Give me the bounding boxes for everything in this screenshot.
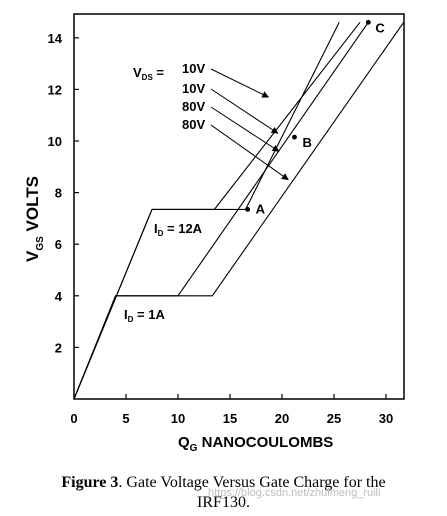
chart-series xyxy=(74,21,404,399)
point-b-marker xyxy=(292,134,297,140)
y-axis-title: VGS VOLTS xyxy=(23,176,46,262)
caption-text-line2: IRF130. xyxy=(197,494,250,511)
point-a-marker xyxy=(245,206,251,212)
vds-entry-2: 10V xyxy=(182,81,205,96)
y-tick-label: 4 xyxy=(55,289,63,304)
vds-entry-1: 10V xyxy=(182,61,205,76)
y-tick-label: 6 xyxy=(55,237,62,252)
id-12a-label: ID = 12A xyxy=(154,221,203,238)
x-tick-label: 25 xyxy=(327,411,341,426)
vds-legend-title: VDS = xyxy=(133,65,164,82)
vds-entry-4: 80V xyxy=(182,117,205,132)
point-b-label: B xyxy=(302,135,311,150)
point-c-marker xyxy=(365,19,371,25)
point-a-label: A xyxy=(256,201,266,216)
x-axis-title: QG NANOCOULOMBS xyxy=(178,434,333,454)
series-line-1 xyxy=(74,22,340,399)
y-tick-label: 10 xyxy=(48,134,62,149)
y-tick-label: 14 xyxy=(48,31,63,46)
series-line-4 xyxy=(74,21,404,399)
point-c-label: C xyxy=(375,20,385,35)
y-tick-label: 2 xyxy=(55,340,62,355)
x-tick-label: 30 xyxy=(379,411,393,426)
id-1a-label: ID = 1A xyxy=(124,307,165,324)
vds-arrow-2 xyxy=(210,88,279,134)
x-tick-label: 0 xyxy=(70,411,77,426)
chart-axes: 0 5 10 15 20 25 30 2 4 6 8 10 12 14 QG NANOCOULOMBS VGS… xyxy=(23,13,405,454)
chart-labels: VDS = 10V 10V 80V 80V ID = 12A ID = 1A xyxy=(124,61,289,324)
vds-arrow-1 xyxy=(210,68,270,98)
vds-arrow-3 xyxy=(210,106,280,152)
figure-label: Figure 3 xyxy=(61,474,119,491)
vds-arrow-4 xyxy=(210,124,289,181)
plot-frame xyxy=(73,13,405,400)
vds-entry-3: 80V xyxy=(182,99,205,114)
y-tick-label: 8 xyxy=(55,186,62,201)
watermark: https://blog.csdn.net/zhuimeng_ruili xyxy=(208,487,381,499)
figure-caption: Figure 3. Gate Voltage Versus Gate Charg… xyxy=(0,473,447,513)
series-line-2 xyxy=(74,21,361,399)
chart-points: A B C xyxy=(245,19,385,216)
x-tick-label: 10 xyxy=(171,411,185,426)
series-line-3 xyxy=(74,21,369,399)
caption-text-line1: . Gate Voltage Versus Gate Charge for th… xyxy=(118,474,386,491)
x-tick-label: 15 xyxy=(223,411,237,426)
x-tick-label: 5 xyxy=(122,411,129,426)
x-tick-label: 20 xyxy=(275,411,289,426)
y-tick-label: 12 xyxy=(48,82,62,97)
